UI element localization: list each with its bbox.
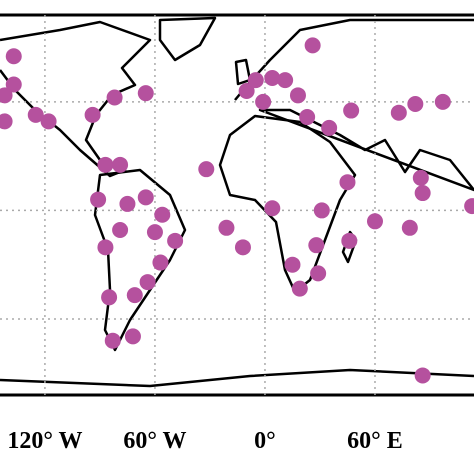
x-tick-label: 60° E [347, 428, 403, 454]
site-marker [407, 96, 424, 113]
site-marker [27, 106, 44, 123]
site-marker [291, 280, 308, 297]
site-marker [90, 191, 107, 208]
site-marker [401, 219, 418, 236]
site-marker [126, 287, 143, 304]
site-marker [119, 195, 136, 212]
site-marker [264, 69, 281, 86]
site-marker [414, 185, 431, 202]
x-tick-label: 60° W [123, 428, 186, 454]
site-marker [289, 87, 306, 104]
africa [218, 114, 357, 294]
site-marker [343, 102, 360, 119]
site-marker [146, 224, 163, 241]
north-america [0, 20, 152, 178]
site-marker [198, 161, 215, 178]
site-marker [412, 169, 429, 186]
site-marker [264, 200, 281, 217]
site-marker [313, 202, 330, 219]
site-marker [339, 174, 356, 191]
site-marker [321, 119, 338, 136]
site-marker [154, 206, 171, 223]
site-marker [390, 104, 407, 121]
site-marker [101, 289, 118, 306]
coastlines [0, 16, 474, 388]
site-marker [152, 254, 169, 271]
x-tick-label: 120° W [7, 428, 82, 454]
site-marker [5, 76, 22, 93]
site-marker [84, 106, 101, 123]
site-marker [218, 219, 235, 236]
site-marker [112, 156, 129, 173]
site-marker [414, 367, 431, 384]
site-marker [304, 37, 321, 54]
site-marker [112, 221, 129, 238]
site-marker [139, 274, 156, 291]
site-marker [124, 328, 141, 345]
site-marker [0, 87, 13, 104]
site-marker [284, 256, 301, 273]
map-frame [0, 13, 474, 397]
greenland [158, 16, 217, 62]
site-marker [40, 113, 57, 130]
site-marker [167, 232, 184, 249]
site-marker [255, 93, 272, 110]
site-marker [104, 332, 121, 349]
site-marker [308, 237, 325, 254]
site-marker [310, 265, 327, 282]
site-marker [366, 213, 383, 230]
site-marker [234, 239, 251, 256]
antarctica [0, 368, 474, 388]
site-marker [299, 109, 316, 126]
site-marker [341, 232, 358, 249]
site-marker [5, 48, 22, 65]
site-marker [434, 93, 451, 110]
x-tick-label: 0° [254, 428, 276, 454]
site-marker [137, 189, 154, 206]
site-marker [238, 83, 255, 99]
site-marker [247, 72, 264, 89]
site-marker [277, 72, 294, 89]
site-marker [97, 156, 114, 173]
site-marker [464, 198, 474, 215]
site-marker [137, 85, 154, 102]
site-marker [0, 113, 13, 130]
site-marker [97, 239, 114, 256]
site-marker [106, 89, 123, 106]
